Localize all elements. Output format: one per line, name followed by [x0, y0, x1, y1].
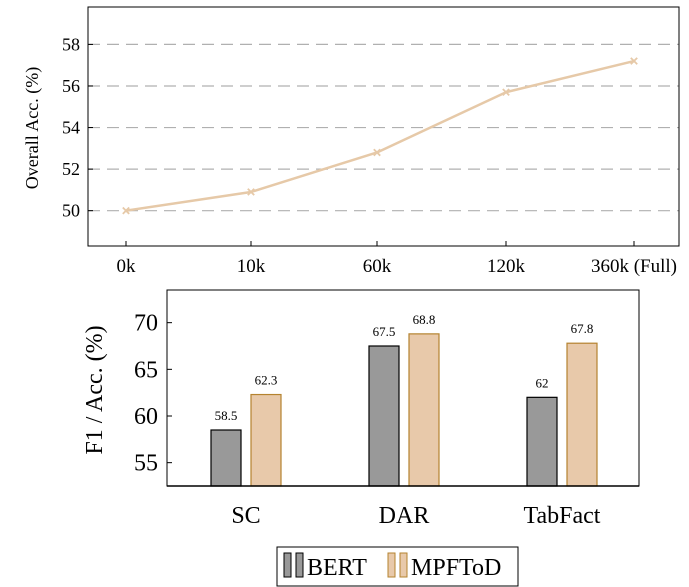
- bar-x-tick-label: SC: [231, 503, 260, 529]
- line-chart: 50 52 54 56 58 0k 10k 60k 120k 360k (Full) Overa…: [22, 6, 680, 277]
- bar-y-tick-label: 60: [134, 404, 158, 430]
- bar-value-label: 62: [536, 375, 549, 390]
- line-x-tick-label: 10k: [237, 256, 266, 277]
- line-series: [125, 59, 635, 212]
- bar-mpftod: [408, 333, 440, 487]
- line-point: [630, 57, 638, 65]
- legend-swatch-bert: [295, 552, 304, 578]
- line-y-tick-label: 56: [62, 76, 80, 96]
- legend-label-mpftod: MPFToD: [411, 555, 501, 581]
- bar-chart: 58.5 67.5 62 62.3 68.8 67.8 55 60 65 70 SC DAR Tab…: [82, 289, 640, 587]
- legend-swatch-bert: [283, 552, 292, 578]
- line-x-tick-label: 360k (Full): [591, 256, 677, 277]
- line-plot-frame: [87, 6, 680, 247]
- legend-item-mpftod: MPFToD: [387, 552, 501, 581]
- bar-legend: BERT MPFToD: [276, 546, 519, 587]
- line-point: [247, 188, 255, 196]
- line-y-tick-label: 50: [62, 201, 80, 221]
- bar-value-label: 67.5: [373, 324, 396, 339]
- line-x-tick-label: 0k: [117, 256, 137, 277]
- bar-x-ticks: SC DAR TabFact: [231, 503, 600, 529]
- line-y-tick-label: 54: [62, 118, 80, 138]
- legend-label-bert: BERT: [307, 555, 367, 581]
- line-point: [373, 148, 381, 157]
- line-x-tick-label: 60k: [363, 256, 392, 277]
- line-markers: [122, 57, 638, 215]
- bar-y-tick-label: 65: [134, 357, 158, 383]
- legend-item-bert: BERT: [283, 552, 367, 581]
- line-point: [502, 88, 510, 97]
- bar-y-tick-label: 70: [134, 311, 158, 337]
- legend-frame: [276, 546, 519, 587]
- bar-x-tick-label: TabFact: [524, 503, 601, 529]
- bar-bars: [210, 333, 598, 487]
- bar-x-tick-label: DAR: [379, 503, 430, 529]
- bar-value-label: 67.8: [571, 321, 594, 336]
- bar-value-label: 58.5: [215, 408, 238, 423]
- legend-swatch-mpftod: [399, 552, 408, 578]
- bar-value-label: 62.3: [255, 373, 278, 388]
- bar-bert: [210, 429, 242, 487]
- line-y-tick-label: 52: [62, 159, 80, 179]
- line-y-ticks: 50 52 54 56 58: [62, 34, 93, 221]
- bar-mpftod: [566, 342, 598, 487]
- bar-value-labels: 58.5 67.5 62 62.3 68.8 67.8: [215, 312, 594, 423]
- legend-swatch-mpftod: [387, 552, 396, 578]
- bar-y-axis-label: F1 / Acc. (%): [82, 325, 108, 454]
- bar-value-label: 68.8: [413, 312, 436, 327]
- line-y-axis-label: Overall Acc. (%): [22, 67, 43, 189]
- line-x-ticks: 0k 10k 60k 120k 360k (Full): [117, 241, 677, 277]
- line-y-tick-label: 58: [62, 34, 80, 54]
- bar-bert: [526, 396, 558, 487]
- line-x-tick-label: 120k: [487, 256, 526, 277]
- bar-y-ticks: 55 60 65 70: [134, 311, 172, 477]
- line-point: [122, 206, 130, 215]
- bar-bert: [368, 345, 400, 487]
- bar-mpftod: [250, 393, 282, 487]
- bar-y-tick-label: 55: [134, 451, 158, 477]
- line-gridlines: [88, 43, 679, 212]
